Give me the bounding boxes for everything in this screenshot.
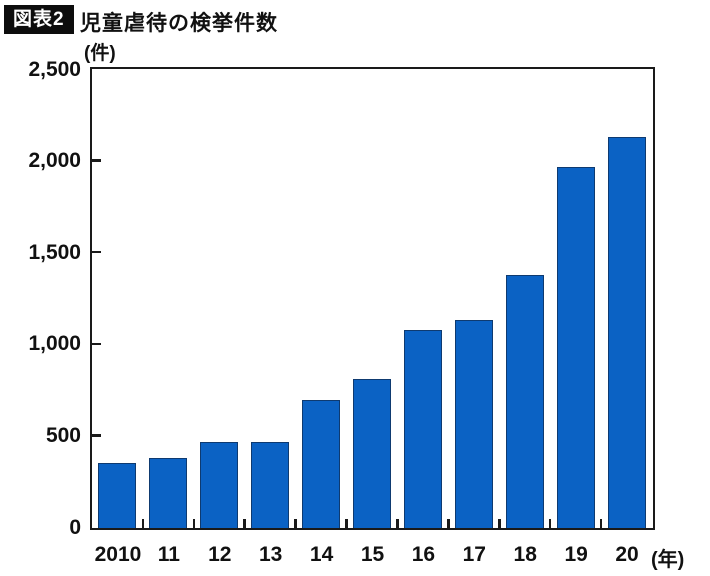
y-axis-tick	[92, 434, 101, 437]
bar-17	[454, 319, 493, 528]
x-axis-tick	[345, 519, 348, 528]
y-axis-tick	[92, 250, 101, 254]
y-tick-label-500: 500	[45, 423, 81, 447]
y-axis-unit-label: (件)	[84, 43, 116, 64]
y-tick-label-2500: 2,500	[28, 57, 81, 81]
x-tick-label-13: 13	[258, 543, 283, 566]
y-axis-tick	[92, 342, 101, 346]
bar-11	[149, 457, 188, 528]
x-axis-tick	[141, 519, 145, 528]
bar-2010	[98, 463, 137, 528]
bar-16	[403, 329, 442, 528]
x-tick-label-11: 11	[157, 543, 180, 566]
x-axis-tick	[548, 519, 552, 528]
y-tick-label-0: 0	[69, 515, 81, 539]
bar-18	[505, 275, 544, 528]
x-axis-tick	[192, 519, 196, 528]
x-axis-tick	[599, 519, 603, 528]
x-tick-label-16: 16	[411, 543, 436, 566]
figure-number-badge: 図表2	[4, 5, 74, 34]
y-axis-tick	[92, 159, 101, 162]
x-tick-label-14: 14	[309, 543, 334, 566]
x-tick-label-12: 12	[208, 543, 232, 566]
bar-12	[200, 441, 239, 528]
x-axis-tick	[396, 519, 399, 528]
bar-20	[607, 137, 646, 528]
plot-area	[90, 67, 655, 530]
bar-15	[353, 379, 391, 528]
x-tick-label-19: 19	[564, 543, 588, 566]
x-axis-tick	[447, 519, 450, 528]
bar-14	[302, 400, 341, 528]
x-tick-label-15: 15	[360, 543, 385, 566]
y-tick-label-1000: 1,000	[28, 332, 81, 356]
x-tick-label-17: 17	[462, 543, 486, 566]
x-axis-tick	[498, 519, 501, 528]
x-tick-label-2010: 2010	[94, 543, 142, 566]
x-tick-label-18: 18	[513, 543, 537, 566]
bar-19	[556, 166, 595, 528]
x-axis-tick	[243, 519, 246, 528]
chart-title: 児童虐待の検挙件数	[80, 12, 278, 35]
x-axis-unit-label: (年)	[651, 549, 685, 571]
x-tick-label-20: 20	[615, 543, 639, 566]
y-tick-label-2000: 2,000	[28, 149, 81, 173]
bar-13	[251, 442, 290, 528]
x-axis-tick	[294, 519, 297, 528]
y-tick-label-1500: 1,500	[28, 240, 81, 264]
